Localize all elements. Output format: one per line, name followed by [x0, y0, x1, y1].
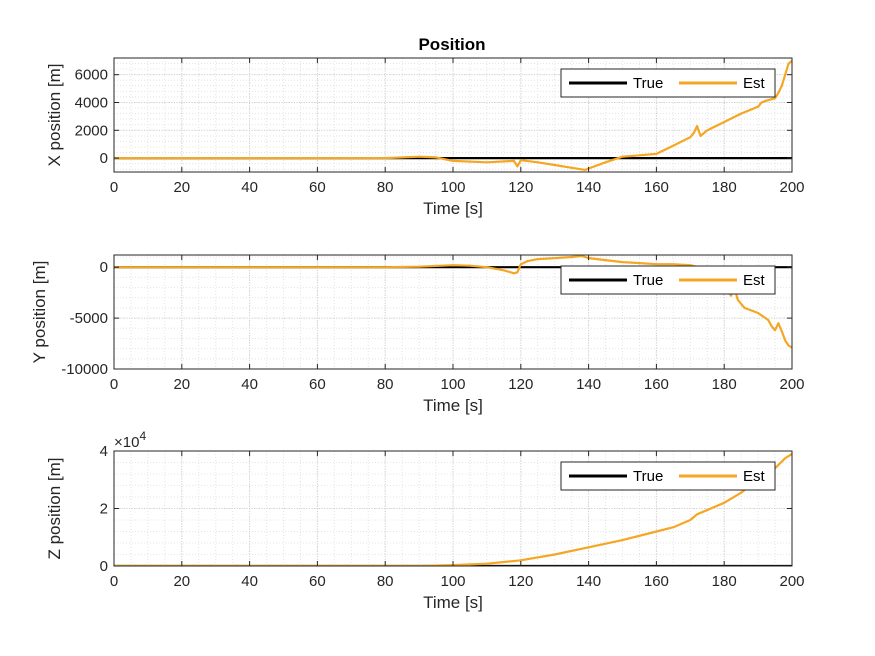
x-tick-label: 40 [241, 179, 258, 196]
x-tick-label: 20 [173, 179, 190, 196]
x-tick-label: 160 [644, 179, 669, 196]
x-tick-label: 100 [440, 573, 465, 590]
subplots: 0 20 40 60 80 100 120 140 160 180 2000200040006000… [30, 57, 805, 612]
figure-title: Position [418, 35, 485, 54]
x-tick-label: 200 [779, 573, 804, 590]
x-tick-label: 140 [576, 573, 601, 590]
x-tick-label: 200 [779, 179, 804, 196]
y-tick-label: 4000 [75, 94, 108, 111]
x-tick-label: 160 [644, 573, 669, 590]
x-axis-label: Time [s] [423, 593, 483, 612]
x-tick-label: 180 [712, 573, 737, 590]
y-axis-label: Y position [m] [30, 261, 49, 364]
x-axis-label: Time [s] [423, 199, 483, 218]
legend-label-est: Est [743, 468, 766, 485]
x-tick-label: 20 [173, 376, 190, 393]
legend: True Est [560, 461, 776, 491]
x-tick-label: 180 [712, 376, 737, 393]
legend-label-est: Est [743, 75, 766, 92]
y-scale-exponent: ×104 [114, 429, 146, 451]
x-tick-label: 0 [110, 376, 118, 393]
x-tick-label: 40 [241, 376, 258, 393]
series-line-est [114, 255, 792, 349]
x-ticks: 0 20 40 60 80 100 120 140 160 180 200 [110, 451, 805, 590]
series-line-est [114, 59, 792, 171]
legend-label-true: True [633, 272, 663, 289]
subplot-3: 0 20 40 60 80 100 120 140 160 180 200 0 2 4 Time [s] Z … [45, 429, 805, 612]
x-axis-label: Time [s] [423, 396, 483, 415]
x-tick-label: 60 [309, 376, 326, 393]
x-ticks: 0 20 40 60 80 100 120 140 160 180 200 [110, 58, 805, 196]
x-tick-label: 200 [779, 376, 804, 393]
x-tick-label: 80 [377, 376, 394, 393]
x-tick-label: 60 [309, 573, 326, 590]
y-tick-label: 0 [100, 150, 108, 167]
x-tick-label: 140 [576, 179, 601, 196]
legend: True Est [560, 265, 776, 295]
x-tick-label: 20 [173, 573, 190, 590]
x-tick-label: 60 [309, 179, 326, 196]
y-axis-label: X position [m] [45, 64, 64, 167]
x-tick-label: 40 [241, 573, 258, 590]
x-tick-label: 180 [712, 179, 737, 196]
subplot-1: 0 20 40 60 80 100 120 140 160 180 2000200040006000… [45, 57, 805, 218]
series-group [114, 59, 792, 171]
x-ticks: 0 20 40 60 80 100 120 140 160 180 200 [110, 255, 805, 393]
x-tick-label: 80 [377, 179, 394, 196]
x-tick-label: 0 [110, 573, 118, 590]
y-tick-label: 4 [100, 443, 108, 460]
y-tick-label: 6000 [75, 67, 108, 84]
subplot-2: 0 20 40 60 80 100 120 140 160 180 200 -10000 -5000 0 T… [30, 254, 805, 415]
y-tick-label: 2 [100, 501, 108, 518]
y-axis-label: Z position [m] [45, 457, 64, 559]
y-ticks: 0 2 4 [100, 443, 792, 575]
x-tick-label: 100 [440, 179, 465, 196]
y-tick-label: 0 [100, 259, 108, 276]
y-ticks: 0 2000 4000 6000 [75, 67, 792, 167]
x-tick-label: 100 [440, 376, 465, 393]
y-tick-label: 2000 [75, 122, 108, 139]
legend: True Est [560, 68, 776, 98]
y-ticks: -10000 -5000 0 [61, 259, 792, 378]
x-tick-label: 120 [508, 573, 533, 590]
legend-label-true: True [633, 468, 663, 485]
x-tick-label: 0 [110, 179, 118, 196]
x-tick-label: 80 [377, 573, 394, 590]
y-tick-label: -5000 [70, 310, 108, 327]
y-tick-label: -10000 [61, 361, 108, 378]
legend-label-true: True [633, 75, 663, 92]
legend-label-est: Est [743, 272, 766, 289]
x-tick-label: 120 [508, 376, 533, 393]
x-tick-label: 140 [576, 376, 601, 393]
y-tick-label: 0 [100, 558, 108, 575]
x-tick-label: 160 [644, 376, 669, 393]
x-tick-label: 120 [508, 179, 533, 196]
